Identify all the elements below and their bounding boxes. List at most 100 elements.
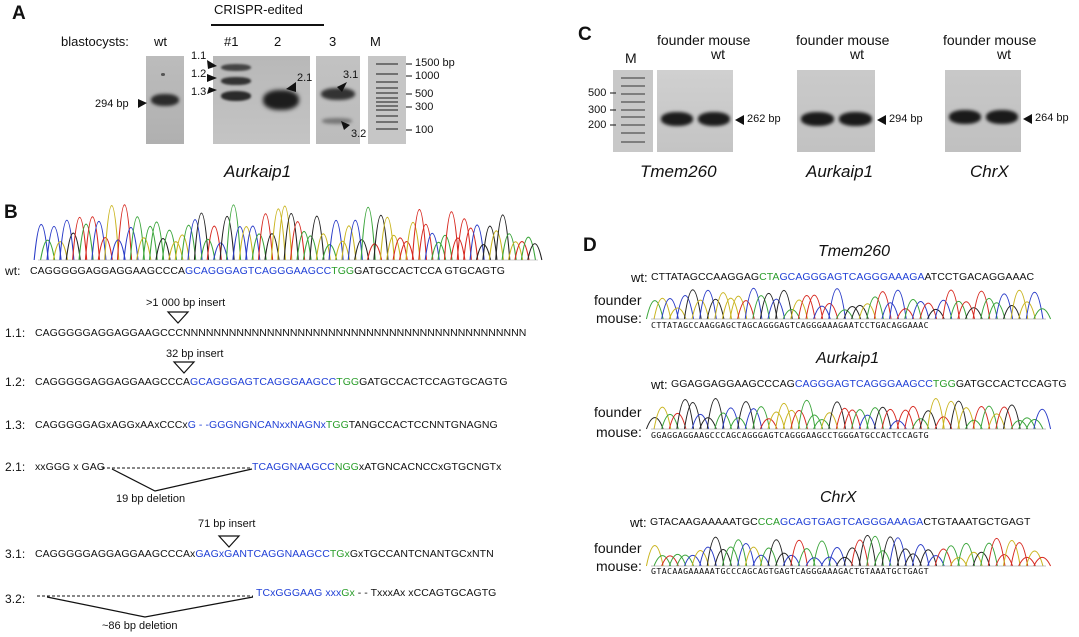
trace-peak (805, 414, 824, 430)
trace-peak (683, 402, 702, 430)
trace-peak (1025, 292, 1044, 320)
trace-peak (714, 292, 733, 320)
trace-peak (805, 557, 824, 567)
trace-peak (957, 301, 976, 320)
trace-peak (1025, 550, 1044, 567)
b-annot-1-1: >1 000 bp insert (146, 297, 226, 309)
trace-peak (251, 233, 267, 261)
trace-peak (934, 299, 953, 320)
trace-peak (155, 237, 171, 261)
chromatogram-b (33, 204, 543, 261)
trace-peak (40, 239, 56, 261)
arrow-3-1-icon (337, 82, 347, 92)
trace-peak (1010, 289, 1029, 320)
trace-peak (911, 544, 930, 567)
panel-a-gene: Aurkaip1 (224, 162, 292, 181)
trace-peak (1002, 540, 1021, 567)
crispr-edited-label: CRISPR-edited (214, 2, 303, 17)
d-mouse-3: mouse: (596, 558, 642, 574)
trace-peak (520, 236, 536, 261)
trace-peak (437, 235, 453, 261)
trace-peak (759, 547, 778, 567)
band-294 (151, 94, 179, 106)
b-annot-1-2: 32 bp insert (166, 348, 224, 360)
gel-wt (146, 56, 184, 144)
b-seq-2-1-left: xxGGG x GAG (35, 461, 105, 473)
trace-peak (645, 300, 664, 320)
b-annot-2-1: 19 bp deletion (116, 493, 186, 505)
panel-d-letter: D (583, 235, 597, 256)
trace-peak (683, 289, 702, 320)
trace-peak (767, 539, 786, 567)
trace-peak (1033, 308, 1052, 320)
trace-peak (277, 205, 293, 261)
ladder-a-300: 300 (415, 101, 434, 113)
b-label-1-3: 1.3: (5, 418, 26, 432)
c-header-3: founder mouse (943, 32, 1037, 48)
trace-peak (980, 405, 998, 430)
trace-peak (851, 539, 869, 567)
trace-peak (181, 224, 197, 261)
ladder-a-1000: 1000 (415, 70, 440, 82)
trace-peak (84, 216, 101, 261)
trace-peak (949, 300, 968, 320)
trace-peak (919, 302, 938, 320)
lane-wt-label: wt (154, 34, 167, 49)
trace-peak (782, 554, 801, 567)
trace-peak (790, 299, 808, 320)
d-wt-seq-2: GGAGGAGGAAGCCCAGCAGGGAGTCAGGGAAGCCTGGGAT… (671, 378, 1067, 390)
trace-peak (820, 412, 839, 430)
trace-peak (456, 218, 472, 261)
trace-peak (919, 549, 938, 567)
trace-peak (290, 221, 306, 261)
trace-peak (200, 238, 216, 261)
trace-peak (110, 239, 126, 261)
arrow-294-icon (138, 99, 147, 108)
trace-peak (706, 398, 725, 430)
trace-peak (797, 295, 816, 320)
trace-peak (59, 220, 75, 261)
trace-peak (843, 409, 862, 430)
c-size-1: 262 bp (747, 113, 781, 125)
trace-peak (790, 540, 808, 567)
trace-peak (309, 215, 325, 261)
trace-peak (668, 412, 687, 430)
trace-peak (645, 545, 664, 567)
trace-peak (987, 302, 1006, 320)
gel-crispr-3 (316, 56, 360, 144)
trace-peak (987, 538, 1006, 567)
arrow-c2-icon (877, 115, 886, 125)
marker-1-1: 1.1 (191, 50, 207, 62)
trace-peak (980, 542, 998, 567)
trace-peak (328, 220, 344, 261)
trace-peak (1002, 404, 1021, 430)
b-label-2-1: 2.1: (5, 460, 26, 474)
trace-peak (752, 406, 770, 430)
trace-peak (676, 295, 695, 320)
trace-peak (881, 536, 900, 567)
insert-1-2-icon (172, 361, 196, 374)
trace-peak (904, 299, 922, 320)
trace-peak (691, 550, 710, 567)
trace-peak (775, 403, 793, 430)
trace-peak (942, 401, 960, 430)
marker-1-2: 1.2 (191, 68, 207, 80)
trace-peak (896, 409, 915, 430)
c-header-wt-1: wt (711, 46, 725, 62)
trace-peak (759, 293, 778, 320)
trace-peak (721, 297, 740, 320)
trace-peak (706, 536, 725, 567)
insert-1-1-icon (166, 311, 190, 324)
trace-peak (820, 556, 839, 567)
d-gene-2: Aurkaip1 (816, 350, 880, 367)
d-founder-3: founder (594, 540, 642, 556)
trace-peak (972, 406, 991, 430)
trace-peak (699, 417, 717, 430)
trace-peak (645, 417, 664, 430)
ladder-a-1500: 1500 bp (415, 57, 455, 69)
trace-peak (995, 406, 1014, 430)
lane-2-label: 2 (274, 34, 282, 49)
trace-peak (699, 289, 717, 320)
trace-peak (775, 289, 793, 320)
trace-peak (889, 537, 907, 567)
